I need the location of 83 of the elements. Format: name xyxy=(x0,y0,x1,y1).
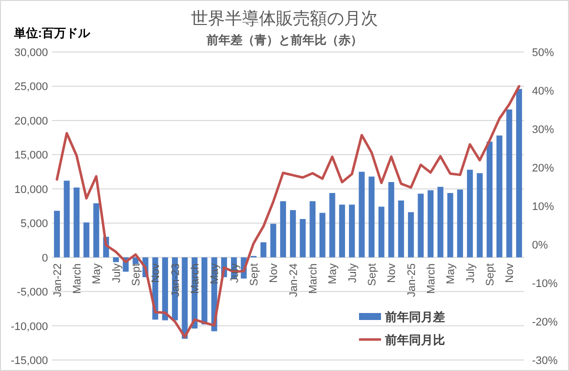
y2-tick-label: 10% xyxy=(532,201,554,213)
y2-tick-label: 20% xyxy=(532,162,554,174)
y-tick-label: 15,000 xyxy=(14,150,48,162)
y-tick-label: -15,000 xyxy=(10,355,48,367)
bar xyxy=(506,109,512,258)
y2-tick-label: -30% xyxy=(532,355,558,367)
text: 単位:百万ドル xyxy=(13,26,91,40)
x-tick-label: Nov xyxy=(268,262,280,283)
x-tick-label: Nov xyxy=(150,262,162,283)
x-tick-label: Sept xyxy=(130,263,143,286)
bar xyxy=(280,201,286,258)
bar xyxy=(486,142,493,258)
bar xyxy=(83,222,90,258)
y2-tick-label: -10% xyxy=(532,278,558,290)
x-tick-label: Jan-22 xyxy=(52,263,64,297)
bar xyxy=(516,88,522,258)
bar xyxy=(300,219,306,258)
chart-title: 世界半導体販売額の月次 xyxy=(191,9,378,28)
bar xyxy=(93,203,100,258)
bar xyxy=(162,257,168,320)
y2-tick-label: -20% xyxy=(532,316,558,328)
bar xyxy=(112,257,119,262)
y2-tick-label: 50% xyxy=(532,47,554,59)
bar xyxy=(496,136,502,258)
x-tick-label: July xyxy=(228,262,241,283)
x-tick-label: March xyxy=(426,263,438,294)
x-tick-label: Jan-25 xyxy=(406,263,418,297)
x-tick-label: March xyxy=(72,263,84,294)
x-tick-label: May xyxy=(91,262,104,284)
bar xyxy=(447,192,454,258)
x-tick-label: July xyxy=(346,262,359,283)
y-tick-label: -10,000 xyxy=(10,320,48,333)
bar xyxy=(388,182,394,258)
x-tick-label: Sept xyxy=(366,263,379,286)
bar xyxy=(428,190,434,258)
y-tick-label: 30,000 xyxy=(14,47,48,59)
bar xyxy=(201,257,208,324)
bar xyxy=(457,190,464,258)
bar xyxy=(290,210,296,258)
bar xyxy=(408,212,414,258)
y2-tick-label: 30% xyxy=(532,124,554,136)
bar xyxy=(437,186,444,258)
y-tick-label: 25,000 xyxy=(14,81,48,94)
y-tick-label: 10,000 xyxy=(14,184,48,196)
x-tick-label: May xyxy=(209,262,222,284)
x-tick-label: Nov xyxy=(504,262,516,283)
bar xyxy=(358,172,365,258)
legend-label: 前年同月比 xyxy=(384,333,445,347)
bar xyxy=(64,180,70,258)
bar xyxy=(339,204,346,258)
bar xyxy=(398,200,404,258)
bar xyxy=(310,201,316,258)
bar xyxy=(368,176,375,258)
bar xyxy=(74,188,80,258)
y-tick-label: 5,000 xyxy=(20,218,48,230)
bar xyxy=(319,212,326,258)
x-tick-label: Sept xyxy=(484,263,497,286)
bar xyxy=(378,206,384,258)
x-tick-label: March xyxy=(308,263,320,294)
x-tick-label: May xyxy=(327,262,340,284)
bar xyxy=(329,192,336,258)
x-tick-label: Jan-24 xyxy=(288,263,300,297)
legend-label: 前年同月差 xyxy=(384,310,445,324)
y2-tick-label: 40% xyxy=(532,86,554,98)
x-tick-label: Nov xyxy=(386,262,398,283)
x-tick-label: March xyxy=(190,263,202,294)
x-tick-label: July xyxy=(110,262,123,283)
bar xyxy=(270,224,276,258)
bar xyxy=(260,242,266,258)
bar xyxy=(418,194,424,258)
bar xyxy=(476,173,483,258)
x-tick-label: July xyxy=(464,262,477,283)
chart-subtitle: 前年差（青）と前年比（赤） xyxy=(206,33,362,47)
y-tick-label: 0 xyxy=(42,252,48,264)
bar xyxy=(466,170,473,258)
x-tick-label: Jan-23 xyxy=(170,263,182,297)
x-tick-label: Sept xyxy=(248,263,261,286)
bar xyxy=(54,210,60,258)
x-tick-label: May xyxy=(445,262,458,284)
y-tick-label: -5,000 xyxy=(16,286,48,299)
y2-tick-label: 0% xyxy=(532,240,548,252)
bar xyxy=(348,204,355,258)
y-tick-label: 20,000 xyxy=(14,115,48,128)
